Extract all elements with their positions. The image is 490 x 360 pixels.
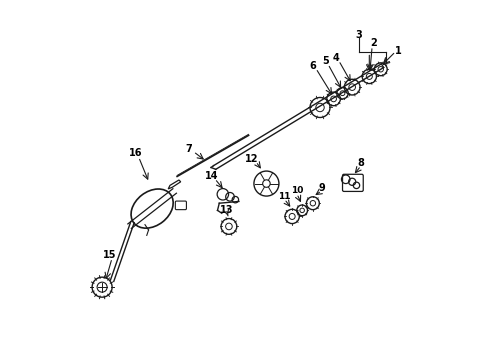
Text: 8: 8 [358, 158, 365, 168]
Text: 13: 13 [220, 205, 234, 215]
Text: 9: 9 [318, 183, 325, 193]
Text: 6: 6 [310, 61, 316, 71]
Text: 5: 5 [322, 57, 329, 66]
Text: 1: 1 [395, 46, 402, 56]
Text: 11: 11 [278, 192, 291, 201]
Text: 4: 4 [333, 53, 340, 63]
Text: 3: 3 [355, 30, 362, 40]
Text: 2: 2 [370, 38, 377, 48]
Text: 14: 14 [205, 171, 219, 181]
Text: 15: 15 [103, 250, 117, 260]
Text: 16: 16 [129, 148, 143, 158]
Text: 12: 12 [245, 154, 259, 163]
Text: 7: 7 [185, 144, 192, 154]
Text: 10: 10 [291, 186, 303, 195]
